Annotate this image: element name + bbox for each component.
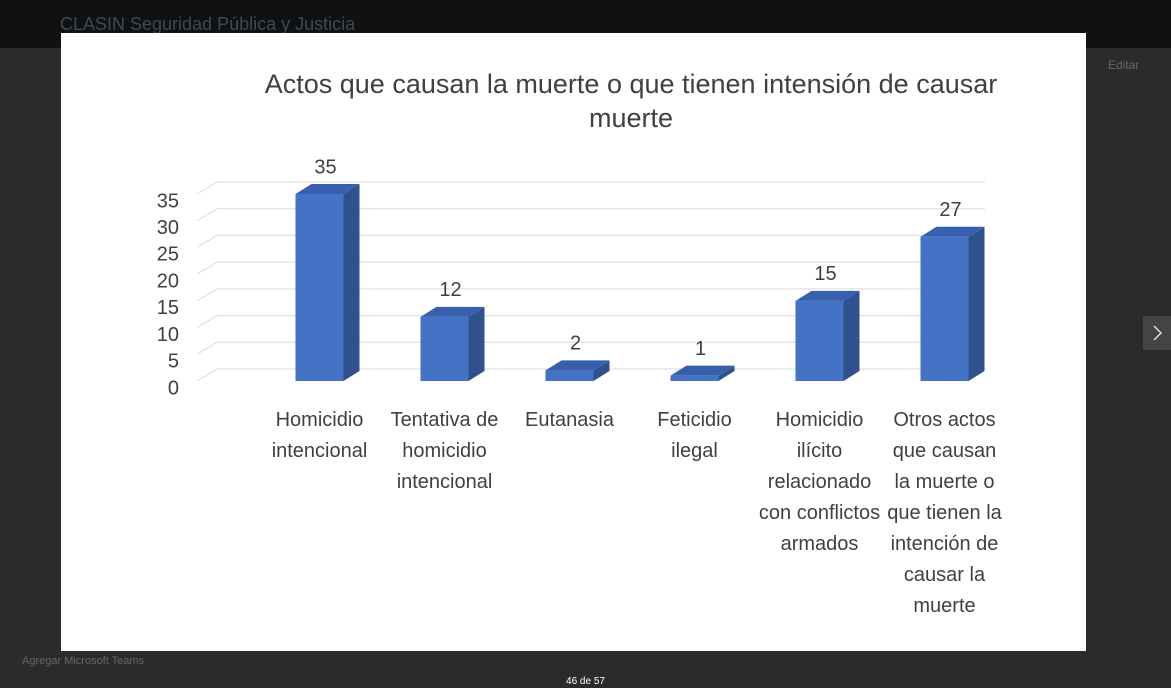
bar-side	[344, 184, 360, 381]
x-tick-label: Tentativa de homicidio intencional	[383, 405, 507, 498]
bar	[671, 376, 719, 381]
bar-side	[844, 291, 860, 381]
bar-side	[469, 307, 485, 381]
teams-link[interactable]: Agregar Microsoft Teams	[22, 655, 144, 667]
value-label: 12	[439, 279, 461, 301]
y-tick-label: 10	[157, 324, 179, 346]
site-title[interactable]: CLASIN Seguridad Pública y Justicia	[60, 14, 355, 35]
bar-side	[969, 227, 985, 381]
x-tick-label: Feticidio ilegal	[633, 405, 757, 467]
x-tick-label: Otros actos que causan la muerte o que t…	[883, 405, 1007, 622]
bar	[546, 370, 594, 381]
y-tick-label: 20	[157, 270, 179, 292]
y-tick-label: 0	[168, 377, 179, 399]
value-label: 15	[814, 263, 836, 285]
y-tick-label: 30	[157, 217, 179, 239]
bar	[421, 317, 469, 381]
y-tick-label: 15	[157, 297, 179, 319]
x-tick-label: Eutanasia	[508, 405, 632, 436]
next-icon	[1143, 316, 1171, 350]
slide-counter: 46 de 57	[0, 676, 1171, 687]
x-tick-label: Homicidio ilícito relacionado con confli…	[758, 405, 882, 560]
lightbox: Actos que causan la muerte o que tienen …	[61, 33, 1086, 651]
value-label: 1	[695, 338, 706, 360]
page: CLASIN Seguridad Pública y Justicia Edit…	[0, 0, 1171, 688]
value-label: 27	[939, 199, 961, 221]
y-tick-label: 25	[157, 244, 179, 266]
y-tick-label: 35	[157, 190, 179, 212]
value-label: 2	[570, 333, 581, 355]
edit-button[interactable]: Editar	[1108, 58, 1139, 72]
bar	[296, 194, 344, 381]
value-label: 35	[314, 156, 336, 178]
next-button[interactable]	[1143, 316, 1171, 350]
bar	[796, 301, 844, 381]
x-tick-label: Homicidio intencional	[258, 405, 382, 467]
y-tick-label: 5	[168, 351, 179, 373]
bar	[921, 237, 969, 381]
